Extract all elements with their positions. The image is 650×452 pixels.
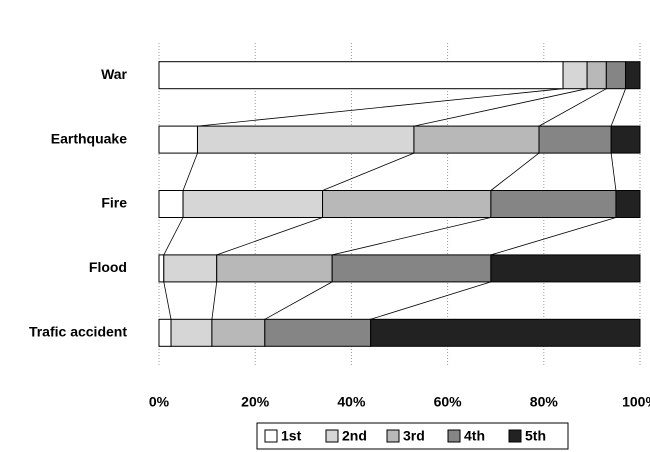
legend-swatch <box>325 429 339 443</box>
legend-swatch <box>447 429 461 443</box>
x-tick-label: 80% <box>530 394 559 410</box>
series-line <box>538 88 607 127</box>
bar-segment <box>586 61 607 90</box>
bar-segment <box>264 318 372 347</box>
series-line <box>197 88 564 127</box>
series-line <box>610 153 617 191</box>
bar-segment <box>610 125 641 154</box>
legend-label: 4th <box>464 428 485 444</box>
series-line <box>264 281 333 320</box>
legend-swatch <box>386 429 400 443</box>
series-line <box>163 281 172 320</box>
bar-segment <box>158 125 198 154</box>
series-line <box>322 152 415 191</box>
legend-swatch <box>508 429 522 443</box>
bar-segment <box>182 190 324 218</box>
bar-segment <box>158 61 564 90</box>
y-tick-label: Fire <box>101 195 127 211</box>
legend-label: 3rd <box>403 428 425 444</box>
series-line <box>413 88 588 127</box>
legend-label: 5th <box>525 428 546 444</box>
bar-segment <box>615 190 641 218</box>
bar-segment <box>158 190 184 218</box>
bar-segment <box>196 125 415 154</box>
series-line <box>163 217 184 256</box>
legend-label: 1st <box>281 428 302 444</box>
y-tick-label: Trafic accident <box>29 324 127 340</box>
x-tick-label: 40% <box>337 394 366 410</box>
y-tick-label: War <box>101 66 127 82</box>
x-tick-label: 60% <box>434 394 463 410</box>
legend-swatch <box>264 429 278 443</box>
bar-segment <box>158 318 172 347</box>
bar-segment <box>331 254 492 283</box>
bar-segment <box>490 190 617 218</box>
bar-segment <box>170 318 213 347</box>
legend-label: 2nd <box>342 428 367 444</box>
bar-segment <box>490 254 641 283</box>
bar-segment <box>322 190 492 218</box>
bar-segment <box>370 318 641 347</box>
series-line <box>490 217 617 256</box>
bar-segment <box>538 125 612 154</box>
series-line <box>610 88 626 127</box>
bar-segment <box>158 254 165 283</box>
bar-segment <box>625 61 641 90</box>
y-tick-label: Flood <box>89 259 127 275</box>
series-line <box>216 217 323 256</box>
bar-segment <box>605 61 627 90</box>
bar-segment <box>562 61 588 90</box>
bar-segment <box>216 254 333 283</box>
series-line <box>370 281 492 320</box>
series-line <box>490 152 540 191</box>
x-tick-label: 20% <box>241 394 270 410</box>
series-line <box>211 281 218 320</box>
x-tick-label: 0% <box>149 394 170 410</box>
x-tick-label: 100% <box>622 394 650 410</box>
series-line <box>332 217 491 256</box>
bar-segment <box>413 125 540 154</box>
bar-segment <box>211 318 266 347</box>
y-tick-label: Earthquake <box>51 130 127 146</box>
series-line <box>182 152 198 191</box>
bar-segment <box>163 254 218 283</box>
